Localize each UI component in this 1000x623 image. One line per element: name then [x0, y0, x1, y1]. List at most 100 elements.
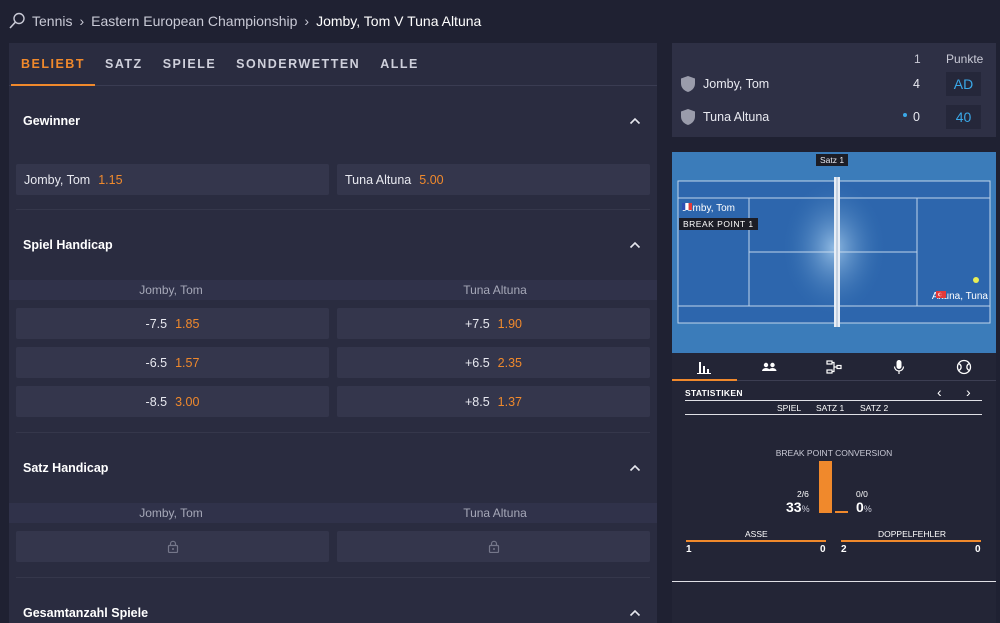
handicap-row: -6.5 1.57 +6.5 2.35	[9, 347, 657, 378]
option-price: 1.85	[175, 316, 200, 331]
winner-odds-row: Jomby, Tom 1.15 Tuna Altuna 5.00	[9, 164, 657, 195]
scoreboard: 1 Punkte Jomby, Tom 4 AD Tuna Altuna 0 4…	[672, 43, 996, 137]
tab-statistics[interactable]	[672, 353, 737, 381]
handicap-line: -7.5	[145, 316, 168, 331]
breadcrumb-competition[interactable]: Eastern European Championship	[91, 13, 298, 29]
tab-sonderwetten[interactable]: SONDERWETTEN	[236, 57, 361, 71]
handicap-row: -7.5 1.85 +7.5 1.90	[9, 308, 657, 339]
set-handicap-header[interactable]: Satz Handicap	[9, 433, 657, 503]
handicap-line: -6.5	[145, 355, 168, 370]
stats-panel: STATISTIKEN ‹ › SPIEL SATZ 1 SATZ 2 BREA…	[672, 353, 996, 623]
tab-players[interactable]	[737, 353, 802, 380]
market-tabs: BELIEBT SATZ SPIELE SONDERWETTEN ALLE	[9, 43, 657, 86]
locked-option	[16, 531, 329, 562]
stats-col-set1[interactable]: SATZ 1	[816, 403, 845, 413]
locked-row	[9, 531, 657, 562]
divider	[16, 577, 650, 578]
option-price: 1.15	[98, 172, 123, 187]
tab-satz[interactable]: SATZ	[104, 57, 143, 71]
tab-alle[interactable]: ALLE	[380, 57, 419, 71]
option-price: 3.00	[175, 394, 200, 409]
column-player1: Jomby, Tom	[139, 506, 203, 520]
winner-option-jomby[interactable]: Jomby, Tom 1.15	[16, 164, 329, 195]
markets-panel: BELIEBT SATZ SPIELE SONDERWETTEN ALLE Ge…	[9, 43, 657, 623]
turkey-flag-icon	[935, 291, 946, 298]
set-header: 1	[914, 52, 921, 66]
chevron-up-icon[interactable]	[629, 239, 641, 251]
divider	[672, 581, 996, 582]
option-price: 1.90	[497, 316, 523, 331]
stats-prev-icon[interactable]: ‹	[937, 384, 942, 400]
stats-tabs	[672, 353, 996, 381]
shield-icon	[681, 109, 695, 125]
option-price: 1.37	[497, 394, 523, 409]
handicap-option[interactable]: -6.5 1.57	[16, 347, 329, 378]
stats-col-set2[interactable]: SATZ 2	[860, 403, 889, 413]
percent-value: 33	[786, 499, 802, 515]
chevron-up-icon[interactable]	[629, 607, 641, 619]
chevron-right-icon: ›	[304, 13, 310, 29]
winner-market-header[interactable]: Gewinner	[9, 86, 657, 156]
handicap-option[interactable]: +8.5 1.37	[337, 386, 650, 417]
shield-icon	[681, 76, 695, 92]
breadcrumb-sport[interactable]: Tennis	[32, 13, 73, 29]
market-title: Gesamtanzahl Spiele	[23, 606, 149, 620]
option-price: 1.57	[175, 355, 200, 370]
handicap-line: -8.5	[145, 394, 168, 409]
handicap-option[interactable]: +6.5 2.35	[337, 347, 650, 378]
double-faults-bar	[841, 540, 981, 542]
handicap-option[interactable]: -8.5 3.00	[16, 386, 329, 417]
winner-option-altuna[interactable]: Tuna Altuna 5.00	[337, 164, 650, 195]
aces-player2: 0	[820, 544, 826, 555]
column-player2: Tuna Altuna	[463, 506, 527, 520]
game-handicap-header[interactable]: Spiel Handicap	[9, 210, 657, 280]
column-player1: Jomby, Tom	[139, 283, 203, 297]
market-title: Satz Handicap	[23, 461, 109, 475]
column-header: Jomby, Tom Tuna Altuna	[9, 503, 657, 523]
aces-player1: 1	[686, 544, 692, 555]
break-point-percent-player1: 33%	[786, 499, 810, 515]
points-header: Punkte	[946, 52, 984, 66]
option-name: Tuna Altuna	[345, 172, 412, 187]
tab-beliebt[interactable]: BELIEBT	[11, 43, 95, 86]
option-price: 2.35	[497, 355, 523, 370]
divider	[685, 414, 982, 415]
handicap-option[interactable]: -7.5 1.85	[16, 308, 329, 339]
divider	[685, 400, 982, 401]
stats-next-icon[interactable]: ›	[966, 384, 971, 400]
lock-icon	[488, 540, 499, 553]
tab-spiele[interactable]: SPIELE	[162, 57, 217, 71]
score-row-player1: Jomby, Tom 4 AD	[680, 72, 990, 96]
france-flag-icon	[682, 203, 692, 210]
tennis-racket-icon	[9, 12, 25, 29]
tab-ball-tracking[interactable]	[931, 353, 996, 380]
tab-bracket[interactable]	[802, 353, 867, 380]
market-title: Gewinner	[23, 114, 80, 128]
breadcrumb-match: Jomby, Tom V Tuna Altuna	[316, 13, 482, 29]
point-score: 40	[946, 105, 981, 129]
chevron-up-icon[interactable]	[629, 462, 641, 474]
stats-bars-icon	[697, 361, 712, 374]
player-name: Jomby, Tom	[682, 203, 735, 214]
stats-col-game[interactable]: SPIEL	[777, 403, 802, 413]
stats-title: STATISTIKEN	[685, 388, 743, 398]
tab-commentary[interactable]	[866, 353, 931, 380]
handicap-option[interactable]: +7.5 1.90	[337, 308, 650, 339]
total-games-header[interactable]: Gesamtanzahl Spiele	[9, 578, 657, 623]
chevron-up-icon[interactable]	[629, 115, 641, 127]
break-point-badge: BREAK POINT 1	[679, 218, 758, 230]
handicap-line: +8.5	[464, 394, 490, 409]
break-point-bar-player1	[819, 461, 832, 513]
divider	[16, 432, 650, 433]
microphone-icon	[893, 359, 904, 374]
double-faults-player1: 2	[841, 544, 847, 555]
breadcrumb: Tennis › Eastern European Championship ›…	[0, 0, 1000, 42]
break-point-bar-player2	[835, 511, 848, 513]
court-visualization: Satz 1 Jomby, Tom BREAK POINT 1 Altuna, …	[672, 152, 996, 353]
court-player1: Jomby, Tom	[682, 203, 735, 214]
tennis-ball-icon	[956, 359, 971, 374]
break-point-fraction-player1: 2/6	[797, 489, 809, 499]
divider	[16, 209, 650, 210]
column-header: Jomby, Tom Tuna Altuna	[9, 280, 657, 300]
handicap-row: -8.5 3.00 +8.5 1.37	[9, 386, 657, 417]
